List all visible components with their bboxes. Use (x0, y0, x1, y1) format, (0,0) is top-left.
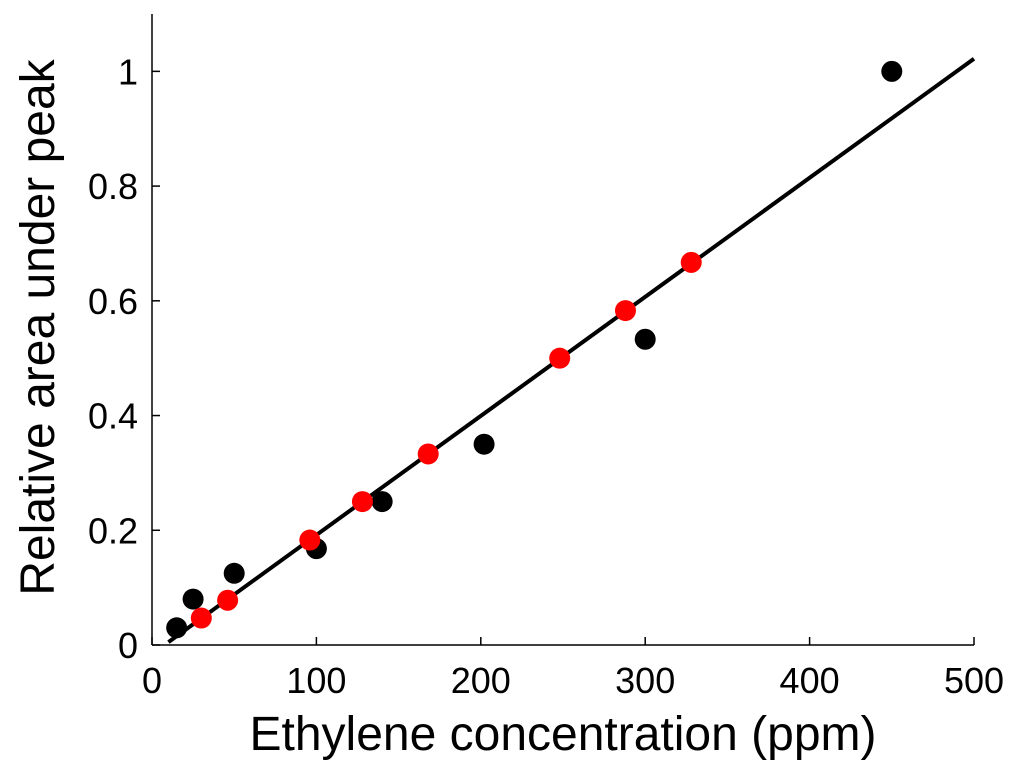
y-tick-label: 0.4 (88, 396, 138, 437)
fit-line (167, 57, 976, 644)
data-point-series-2 (190, 607, 212, 629)
data-points (166, 60, 903, 639)
x-tick-label: 300 (615, 660, 675, 701)
data-point-series-1 (881, 60, 903, 82)
y-tick-label: 1 (118, 51, 138, 92)
x-tick-label: 200 (451, 660, 511, 701)
data-point-series-2 (549, 347, 571, 369)
data-point-series-2 (351, 491, 373, 513)
data-point-series-2 (680, 251, 702, 273)
data-point-series-1 (634, 328, 656, 350)
data-point-series-1 (473, 433, 495, 455)
data-point-series-1 (182, 588, 204, 610)
data-point-series-2 (417, 443, 439, 465)
y-axis-title: Relative area under peak (12, 58, 65, 595)
y-tick-label: 0.2 (88, 510, 138, 551)
data-point-series-2 (614, 300, 636, 322)
x-axis-title: Ethylene concentration (ppm) (250, 708, 877, 761)
data-point-series-1 (223, 562, 245, 584)
data-point-series-2 (299, 529, 321, 551)
x-tick-label: 0 (142, 660, 162, 701)
data-point-series-1 (166, 617, 188, 639)
data-point-series-1 (371, 491, 393, 513)
y-tick-label: 0 (118, 625, 138, 666)
axes (151, 14, 975, 646)
data-point-series-2 (217, 589, 239, 611)
fit-line-group (167, 57, 976, 644)
tick-labels: 0 100 200 300 400 500 0 0.2 0.4 0.6 0.8 1 (88, 51, 1004, 701)
y-tick-label: 0.6 (88, 281, 138, 322)
x-tick-label: 500 (944, 660, 1004, 701)
x-tick-label: 400 (780, 660, 840, 701)
y-tick-label: 0.8 (88, 166, 138, 207)
x-tick-label: 100 (286, 660, 346, 701)
